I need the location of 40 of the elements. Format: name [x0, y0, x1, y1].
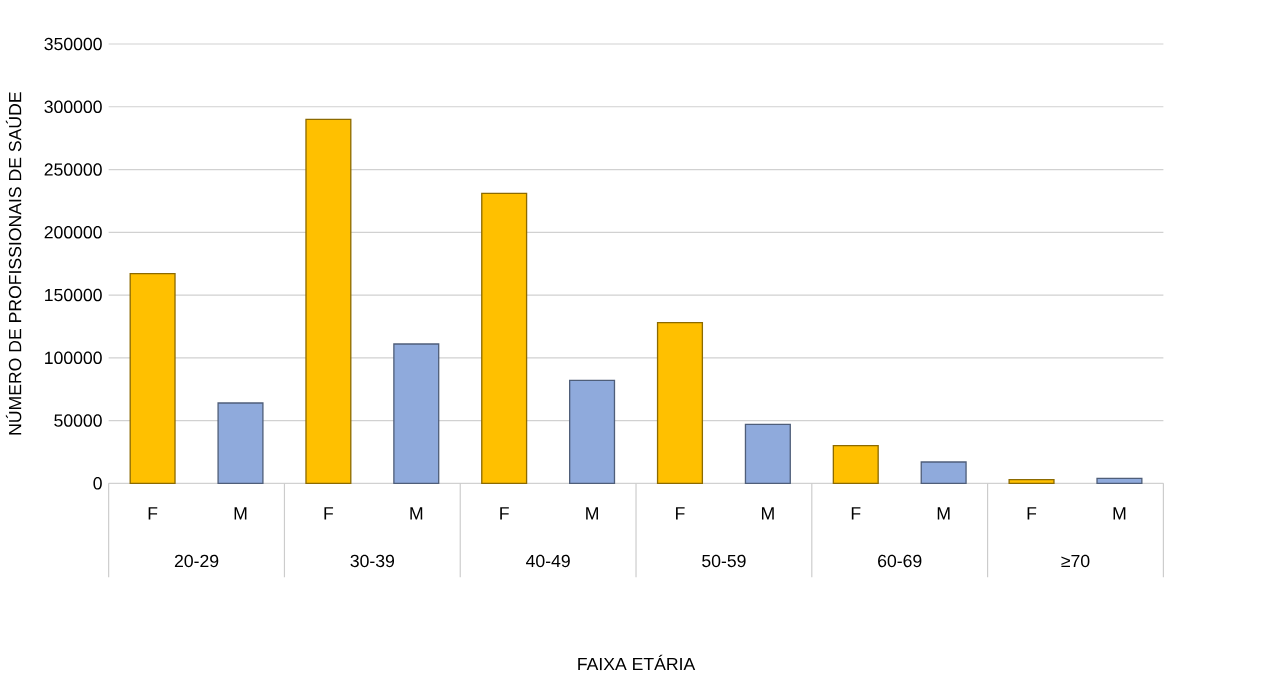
bar [129, 273, 176, 484]
text: F [851, 507, 861, 520]
text: M [937, 507, 950, 520]
y-tick-label: 250000 [44, 163, 102, 176]
y-tick-label: 150000 [45, 288, 102, 302]
y-tick-label: 50000 [54, 414, 102, 427]
bar [305, 118, 352, 484]
text: F [324, 507, 334, 520]
x-tick-label: 20-29 [174, 554, 219, 568]
x-tick-label: 50-59 [702, 554, 746, 568]
text: F [676, 507, 685, 520]
text: M [586, 507, 598, 520]
series-label: F [148, 507, 158, 520]
bar [481, 192, 528, 484]
y-tick-label: 100000 [45, 351, 102, 365]
x-tick-label: ≥70 [1061, 554, 1090, 568]
x-tick-label: 30-39 [350, 554, 395, 568]
text: M [410, 507, 423, 520]
bar [1096, 477, 1143, 484]
x-tick-label: 40-49 [526, 554, 570, 568]
bar [393, 343, 440, 484]
x-tick-label: 60-69 [878, 554, 922, 568]
bar [569, 379, 616, 484]
bar [832, 445, 879, 484]
bar [744, 423, 791, 484]
y-tick-label: 350000 [44, 37, 102, 51]
y-tick-label: 300000 [44, 100, 102, 114]
series-label: M [234, 507, 247, 520]
y-tick-label: 0 [93, 477, 102, 490]
bar [217, 402, 264, 484]
bar [920, 461, 967, 484]
text: M [761, 507, 774, 520]
x-axis-title: FAIXA ETÁRIA [578, 654, 696, 671]
text: M [1113, 507, 1126, 520]
text: F [1027, 507, 1037, 520]
y-tick-label: 200000 [44, 226, 102, 239]
bar [1008, 478, 1055, 484]
text: F [500, 507, 509, 520]
y-axis-title: NÚMERO DE PROFISSIONAIS DE SAÚDE [5, 92, 22, 435]
bar [656, 322, 704, 484]
